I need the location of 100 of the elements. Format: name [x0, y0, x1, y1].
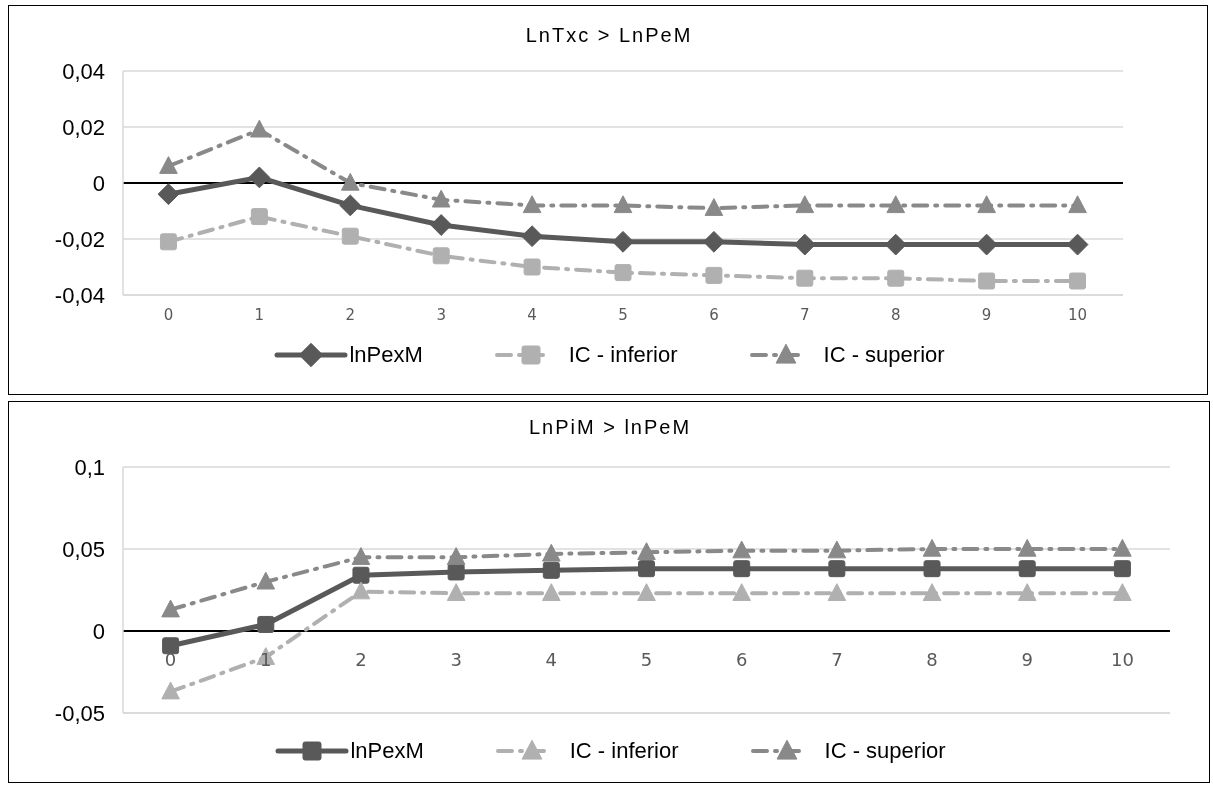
- point: [704, 198, 724, 216]
- legend-label: IC - inferior: [569, 738, 679, 764]
- point: [542, 561, 560, 579]
- point: [613, 195, 633, 214]
- point: [339, 194, 362, 217]
- x-tick-label: 2: [345, 306, 356, 324]
- x-tick-label: 3: [436, 306, 446, 324]
- point: [705, 266, 723, 284]
- x-tick-label: 6: [709, 306, 719, 324]
- chart-title: LnTxc > LnPeM: [524, 24, 694, 47]
- y-tick-label: 0: [92, 170, 105, 196]
- point: [256, 571, 276, 590]
- point: [351, 547, 371, 565]
- x-tick-label: 5: [640, 649, 653, 671]
- x-tick-label: 4: [527, 306, 537, 324]
- y-tick-label: -0,05: [54, 700, 105, 726]
- point: [352, 566, 370, 584]
- y-tick-label: 0,1: [74, 454, 105, 480]
- point: [612, 230, 634, 253]
- point: [637, 583, 656, 601]
- point: [432, 247, 450, 265]
- y-tick-label: -0,02: [54, 226, 105, 252]
- point: [1113, 538, 1132, 557]
- point: [159, 156, 178, 174]
- point: [887, 269, 905, 287]
- legend-label: lnPexM: [350, 738, 424, 764]
- x-tick-label: 7: [800, 306, 810, 324]
- x-tick-label: 9: [1021, 649, 1033, 671]
- point: [827, 540, 847, 559]
- point: [1066, 233, 1089, 256]
- point: [521, 225, 543, 248]
- x-tick-label: 0: [164, 649, 177, 671]
- point: [732, 540, 751, 559]
- x-tick-label: 4: [545, 649, 558, 671]
- point: [250, 208, 268, 226]
- point: [828, 560, 846, 578]
- y-tick-label: 0: [92, 618, 105, 644]
- x-tick-label: 1: [254, 306, 265, 324]
- point: [922, 583, 942, 601]
- point: [827, 583, 847, 601]
- point: [431, 189, 451, 208]
- point: [1068, 195, 1087, 214]
- point: [542, 583, 561, 601]
- point: [1113, 560, 1131, 578]
- point: [257, 615, 275, 633]
- x-tick-label: 10: [1110, 649, 1134, 671]
- point: [430, 214, 453, 236]
- point: [1069, 272, 1087, 290]
- point: [614, 264, 632, 282]
- point: [1113, 583, 1132, 601]
- point: [447, 563, 465, 581]
- point: [1017, 538, 1037, 557]
- legend-label: lnPexM: [349, 342, 423, 368]
- x-tick-label: 3: [450, 649, 462, 671]
- x-tick-label: 1: [260, 649, 272, 671]
- point: [161, 681, 180, 700]
- point: [1017, 583, 1037, 601]
- x-tick-label: 5: [618, 306, 628, 324]
- point: [922, 538, 942, 557]
- point: [351, 581, 371, 600]
- x-tick-label: 2: [355, 649, 367, 671]
- point: [523, 258, 541, 276]
- point: [733, 560, 751, 578]
- x-tick-label: 8: [890, 306, 901, 324]
- point: [923, 560, 941, 578]
- point: [341, 227, 359, 245]
- chart-title: LnPiM > lnPeM: [527, 416, 693, 439]
- point: [886, 195, 906, 214]
- point: [796, 269, 814, 287]
- x-tick-label: 7: [831, 649, 843, 671]
- point: [161, 599, 180, 618]
- point: [522, 195, 542, 214]
- point: [732, 583, 751, 601]
- legend-label: IC - superior: [824, 738, 946, 764]
- point: [638, 560, 655, 578]
- x-tick-label: 0: [163, 306, 174, 324]
- point: [637, 542, 656, 560]
- y-tick-label: 0,04: [62, 58, 105, 84]
- point: [157, 183, 180, 206]
- x-tick-label: 6: [735, 649, 748, 671]
- point: [703, 230, 725, 253]
- point: [162, 637, 180, 655]
- point: [159, 233, 177, 251]
- point: [795, 195, 815, 214]
- point: [1018, 560, 1036, 578]
- point: [884, 233, 907, 256]
- point: [793, 233, 816, 256]
- y-tick-label: -0,04: [54, 282, 105, 308]
- point: [542, 543, 561, 562]
- legend-label: IC - inferior: [568, 342, 678, 368]
- point: [446, 547, 466, 565]
- point: [977, 195, 996, 214]
- x-tick-label: 9: [981, 306, 992, 324]
- point: [340, 172, 360, 191]
- point: [975, 233, 998, 256]
- point: [446, 583, 466, 601]
- x-tick-label: 8: [926, 649, 938, 671]
- point: [250, 119, 269, 138]
- x-tick-label: 10: [1068, 306, 1088, 324]
- point: [248, 166, 271, 189]
